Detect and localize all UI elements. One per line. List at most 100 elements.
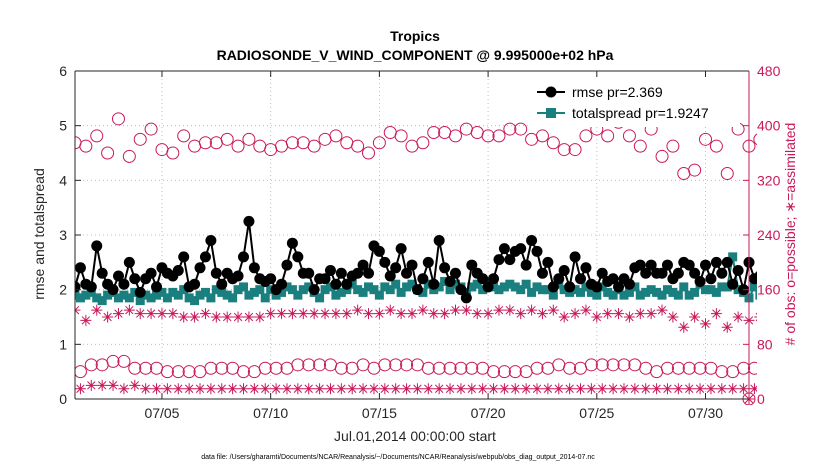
rmse-point	[216, 278, 228, 290]
obs-assimilated-point	[259, 383, 271, 395]
totalspread-point	[233, 285, 243, 295]
rmse-point	[265, 273, 277, 285]
obs-possible-point	[503, 122, 517, 136]
totalspread-point	[711, 287, 721, 297]
obs-assimilated-point	[297, 308, 309, 320]
totalspread-point	[146, 293, 156, 303]
obs-possible-point	[584, 358, 598, 372]
obs-assimilated-point	[199, 308, 211, 320]
obs-possible-point	[765, 147, 777, 159]
obs-possible-point	[715, 365, 729, 379]
rmse-point	[379, 256, 391, 268]
obs-possible-point	[557, 143, 571, 157]
totalspread-point	[516, 285, 526, 295]
rmse-point	[123, 256, 135, 268]
totalspread-point	[119, 290, 129, 300]
totalspread-point	[184, 293, 194, 303]
totalspread-point	[152, 290, 162, 300]
obs-assimilated-point	[401, 383, 413, 395]
obs-assimilated-point	[661, 383, 673, 395]
obs-possible-point	[487, 365, 501, 379]
obs-possible-point	[182, 365, 196, 379]
totalspread-point	[190, 296, 200, 306]
obs-assimilated-point	[700, 318, 712, 330]
obs-assimilated-point	[281, 383, 293, 395]
totalspread-point	[537, 285, 547, 295]
x-tick-label: 07/30	[688, 405, 723, 421]
totalspread-point	[374, 290, 384, 300]
totalspread-point	[722, 282, 732, 292]
obs-possible-point	[655, 149, 669, 163]
totalspread-point	[592, 290, 602, 300]
footer-filepath: data file: /Users/gharamti/Documents/NCA…	[201, 454, 595, 461]
obs-assimilated-point	[373, 308, 385, 320]
rmse-point	[542, 256, 554, 268]
obs-assimilated-point	[667, 311, 679, 323]
obs-assimilated-point	[346, 383, 358, 395]
totalspread-point	[239, 282, 248, 292]
obs-assimilated-point	[379, 383, 391, 395]
totalspread-point	[369, 285, 379, 295]
totalspread-point	[211, 285, 221, 295]
totalspread-point	[195, 290, 205, 300]
totalspread-point	[450, 279, 460, 289]
obs-possible-point	[737, 361, 751, 375]
obs-possible-point	[389, 358, 403, 372]
rmse-point	[96, 267, 108, 279]
obs-assimilated-point	[455, 383, 467, 395]
obs-assimilated-point	[96, 379, 108, 391]
rmse-point	[324, 265, 336, 277]
obs-assimilated-point	[536, 308, 548, 320]
obs-possible-point	[117, 354, 131, 368]
totalspread-point	[532, 282, 542, 292]
series-layer	[75, 112, 830, 405]
obs-possible-point	[231, 139, 245, 153]
rmse-point	[194, 262, 206, 274]
obs-assimilated-point	[210, 311, 222, 323]
obs-assimilated-point	[504, 304, 516, 316]
rmse-point	[199, 251, 211, 263]
totalspread-point	[97, 296, 107, 306]
rmse-point	[151, 281, 163, 293]
rmse-point	[558, 265, 570, 277]
obs-assimilated-point	[564, 383, 576, 395]
obs-possible-point	[285, 136, 299, 150]
totalspread-point	[701, 285, 711, 295]
rmse-point	[363, 267, 375, 279]
rmse-point	[493, 254, 505, 266]
obs-possible-point	[362, 146, 376, 160]
totalspread-point	[608, 290, 618, 300]
totalspread-point	[717, 282, 727, 292]
totalspread-point	[815, 285, 824, 294]
obs-assimilated-point	[140, 383, 152, 395]
obs-possible-point	[106, 354, 120, 368]
obs-possible-point	[720, 167, 734, 180]
obs-assimilated-point	[330, 308, 342, 320]
obs-assimilated-point	[602, 308, 614, 320]
rmse-point	[439, 262, 451, 274]
obs-assimilated-point	[444, 383, 456, 395]
rmse-point	[449, 267, 461, 279]
obs-assimilated-point	[493, 304, 505, 316]
totalspread-point	[684, 290, 694, 300]
totalspread-point	[581, 282, 591, 292]
chart-subtitle: RADIOSONDE_V_WIND_COMPONENT @ 9.995000e+…	[217, 47, 614, 63]
obs-possible-point	[660, 361, 674, 375]
rmse-point	[645, 259, 657, 271]
totalspread-point	[358, 287, 368, 297]
totalspread-point	[434, 282, 444, 292]
totalspread-point	[380, 282, 390, 292]
rmse-point	[689, 267, 701, 279]
totalspread-point	[619, 290, 629, 300]
rmse-point	[488, 273, 500, 285]
obs-possible-point	[139, 361, 153, 375]
totalspread-point	[315, 293, 325, 303]
rmse-point	[341, 278, 353, 290]
obs-assimilated-point	[553, 383, 565, 395]
obs-possible-point	[448, 129, 462, 143]
obs-possible-point	[688, 163, 702, 177]
rmse-point	[330, 278, 342, 290]
y-left-tick-label: 2	[59, 282, 67, 298]
rmse-point	[825, 273, 830, 284]
totalspread-point	[543, 285, 553, 295]
